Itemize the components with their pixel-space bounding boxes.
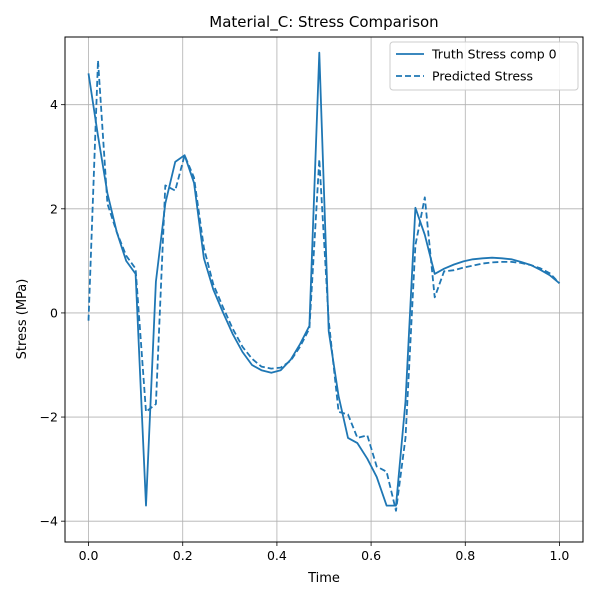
legend: Truth Stress comp 0 Predicted Stress (389, 41, 579, 91)
x-axis-label: Time (307, 571, 340, 586)
x-tick-label: 0.4 (267, 548, 287, 563)
ticks: 0.0 0.2 0.4 0.6 0.8 1.0 −4 −2 0 2 4 (40, 97, 570, 563)
truth-stress-line (87, 51, 561, 507)
chart-title: Material_C: Stress Comparison (209, 13, 438, 32)
series-layer (87, 51, 561, 512)
y-tick-label: −2 (40, 410, 58, 425)
x-tick-label: 0.2 (173, 548, 193, 563)
x-tick-label: 0.6 (361, 548, 381, 563)
x-tick-label: 1.0 (550, 548, 570, 563)
x-tick-label: 0.8 (455, 548, 475, 563)
y-tick-label: 0 (50, 305, 58, 320)
axes-frame (64, 36, 584, 543)
y-axis-label: Stress (MPa) (15, 279, 30, 360)
legend-label: Truth Stress comp 0 (431, 47, 557, 62)
legend-box (389, 41, 579, 91)
y-tick-label: −4 (40, 514, 58, 529)
y-tick-label: 4 (50, 97, 58, 112)
y-tick-label: 2 (50, 201, 58, 216)
x-tick-label: 0.0 (79, 548, 99, 563)
legend-label: Predicted Stress (432, 69, 533, 84)
